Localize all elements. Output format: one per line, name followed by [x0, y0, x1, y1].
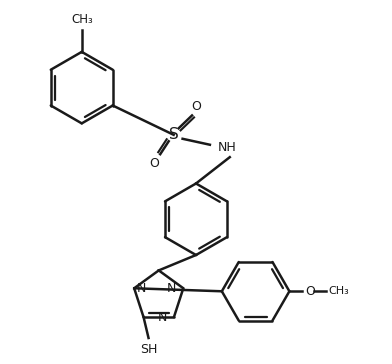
Text: SH: SH [140, 343, 158, 356]
Text: S: S [169, 127, 178, 142]
Text: CH₃: CH₃ [328, 286, 349, 296]
Text: O: O [305, 285, 315, 298]
Text: CH₃: CH₃ [71, 13, 93, 26]
Text: N: N [167, 282, 176, 295]
Text: N: N [137, 282, 146, 295]
Text: O: O [149, 157, 159, 170]
Text: NH: NH [218, 141, 237, 154]
Text: N: N [158, 310, 167, 324]
Text: O: O [192, 100, 201, 114]
